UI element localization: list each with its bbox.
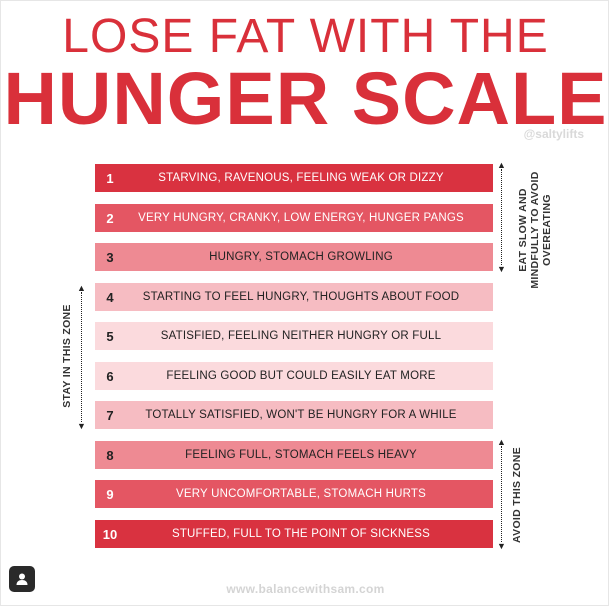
scale-row: 7 TOTALLY SATISFIED, WON'T BE HUNGRY FOR … — [95, 401, 493, 429]
scale-number: 10 — [102, 526, 118, 542]
scale-number: 9 — [106, 486, 114, 502]
scale-text: TOTALLY SATISFIED, WON'T BE HUNGRY FOR A… — [145, 409, 457, 421]
scale-text: VERY HUNGRY, CRANKY, LOW ENERGY, HUNGER … — [138, 212, 464, 224]
scale-number: 5 — [106, 328, 114, 344]
profile-button[interactable] — [9, 566, 35, 592]
scale-row: 1 STARVING, RAVENOUS, FEELING WEAK OR DIZ… — [95, 164, 493, 192]
scale-number: 4 — [106, 289, 114, 305]
scale-row: 5 SATISFIED, FEELING NEITHER HUNGRY OR FU… — [95, 322, 493, 350]
scale-text: STUFFED, FULL TO THE POINT OF SICKNESS — [171, 528, 431, 540]
avoid-zone-label: AVOID THIS ZONE — [511, 447, 523, 543]
social-handle: @saltylifts — [523, 127, 584, 141]
avoid-zone-bracket-line — [501, 446, 502, 542]
scale-row: 6 FEELING GOOD BUT COULD EASILY EAT MORE — [95, 362, 493, 390]
scale-number: 8 — [106, 447, 114, 463]
title-line-2: HUNGER SCALE — [3, 57, 608, 140]
scale-text: VERY UNCOMFORTABLE, STOMACH HURTS — [175, 488, 427, 500]
scale-text: FEELING GOOD BUT COULD EASILY EAT MORE — [166, 370, 436, 382]
scale-number: 7 — [106, 407, 114, 423]
scale-row: 2 VERY HUNGRY, CRANKY, LOW ENERGY, HUNGER… — [95, 204, 493, 232]
user-icon — [16, 573, 28, 585]
scale-text: HUNGRY, STOMACH GROWLING — [209, 251, 393, 263]
scale-text: SATISFIED, FEELING NEITHER HUNGRY OR FUL… — [160, 330, 442, 342]
scale-row: 10 STUFFED, FULL TO THE POINT OF SICKNESS — [95, 520, 493, 548]
scale-text: STARVING, RAVENOUS, FEELING WEAK OR DIZZ… — [158, 172, 444, 184]
arrow-down-icon: ▼ — [77, 421, 86, 431]
stay-zone-bracket-line — [81, 292, 82, 422]
arrow-up-icon: ▲ — [497, 437, 506, 447]
scale-number: 6 — [106, 368, 114, 384]
scale-number: 2 — [106, 210, 114, 226]
scale-number: 3 — [106, 249, 114, 265]
scale-text: FEELING FULL, STOMACH FEELS HEAVY — [185, 449, 417, 461]
scale-row: 8 FEELING FULL, STOMACH FEELS HEAVY — [95, 441, 493, 469]
website-footer: www.balancewithsam.com — [226, 582, 385, 596]
eat-slow-label: EAT SLOW AND MINDFULLY TO AVOID OVEREATI… — [517, 171, 553, 289]
arrow-down-icon: ▼ — [497, 264, 506, 274]
eat-slow-bracket-line — [501, 169, 502, 265]
scale-row: 4 STARTING TO FEEL HUNGRY, THOUGHTS ABOUT… — [95, 283, 493, 311]
arrow-down-icon: ▼ — [497, 541, 506, 551]
scale-row: 9 VERY UNCOMFORTABLE, STOMACH HURTS — [95, 480, 493, 508]
stay-zone-label: STAY IN THIS ZONE — [61, 304, 73, 408]
scale-text: STARTING TO FEEL HUNGRY, THOUGHTS ABOUT … — [142, 291, 460, 303]
scale-number: 1 — [106, 170, 114, 186]
arrow-up-icon: ▲ — [497, 160, 506, 170]
title-line-1: LOSE FAT WITH THE — [62, 10, 549, 63]
arrow-up-icon: ▲ — [77, 283, 86, 293]
scale-row: 3 HUNGRY, STOMACH GROWLING — [95, 243, 493, 271]
